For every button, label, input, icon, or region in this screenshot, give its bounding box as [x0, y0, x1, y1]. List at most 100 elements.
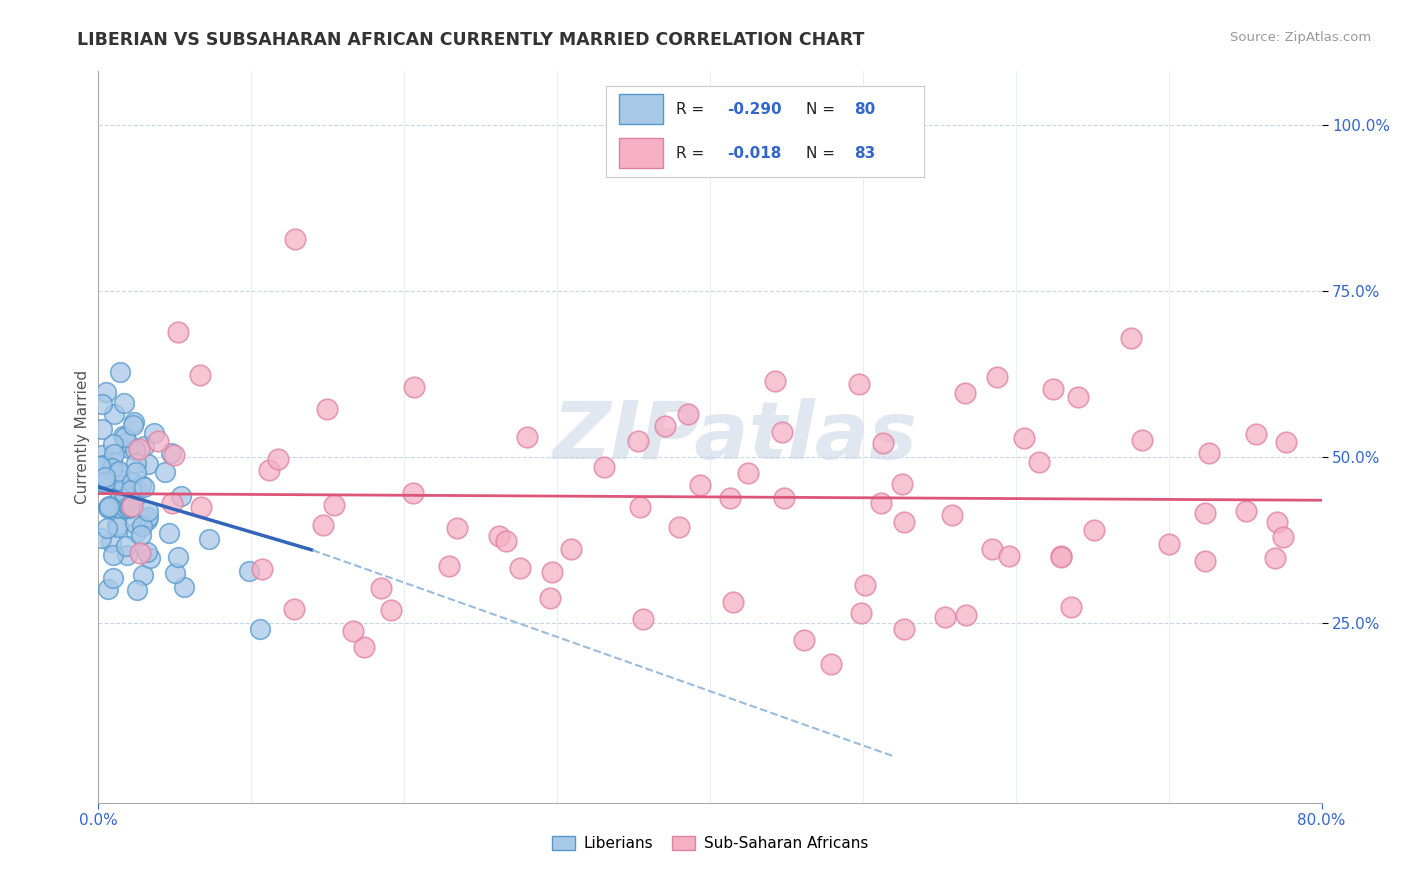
Point: [986, 369, 1008, 384]
Point: [737, 466, 759, 480]
Point: [136, 510, 159, 524]
Point: [108, 467, 131, 481]
Point: [132, 439, 155, 453]
Point: [1028, 455, 1050, 469]
Point: [315, 402, 337, 417]
Point: [107, 517, 129, 532]
Point: [1234, 504, 1257, 518]
Point: [538, 591, 561, 606]
Point: [108, 478, 131, 492]
Point: [870, 496, 893, 510]
Legend: Liberians, Sub-Saharan Africans: Liberians, Sub-Saharan Africans: [546, 830, 875, 857]
Point: [125, 456, 148, 470]
Point: [114, 539, 136, 553]
Point: [190, 500, 212, 514]
Point: [138, 457, 160, 471]
Text: ZIPatlas: ZIPatlas: [553, 398, 917, 476]
Point: [108, 487, 131, 501]
Point: [872, 436, 894, 450]
Point: [163, 448, 186, 462]
Point: [627, 434, 650, 449]
Point: [155, 465, 177, 479]
Point: [112, 429, 135, 443]
Point: [495, 533, 517, 548]
Point: [312, 518, 335, 533]
Point: [893, 622, 915, 636]
Point: [121, 475, 143, 489]
Point: [170, 489, 193, 503]
Point: [97, 582, 120, 596]
Point: [114, 486, 136, 500]
Point: [131, 567, 153, 582]
Point: [128, 442, 150, 456]
Point: [1159, 536, 1181, 550]
Point: [238, 564, 260, 578]
Point: [380, 603, 402, 617]
Point: [142, 425, 165, 440]
Point: [118, 500, 141, 515]
Point: [851, 606, 873, 620]
Point: [108, 366, 131, 380]
Point: [173, 580, 195, 594]
Point: [136, 504, 159, 518]
Point: [114, 430, 136, 444]
Point: [981, 541, 1004, 556]
Point: [131, 477, 153, 491]
Point: [165, 566, 187, 581]
Point: [108, 464, 131, 478]
Point: [125, 583, 148, 598]
Point: [90, 397, 112, 411]
Y-axis label: Currently Married: Currently Married: [75, 370, 90, 504]
Point: [124, 516, 146, 531]
Point: [1119, 331, 1142, 345]
Point: [676, 407, 699, 421]
Point: [322, 499, 344, 513]
Point: [998, 549, 1021, 564]
Point: [1130, 434, 1153, 448]
Point: [103, 548, 125, 562]
Point: [138, 551, 160, 566]
Point: [1244, 426, 1267, 441]
Point: [125, 465, 148, 479]
Point: [1275, 435, 1298, 450]
Point: [94, 475, 117, 489]
Point: [89, 459, 111, 474]
Point: [197, 533, 219, 547]
Point: [953, 386, 976, 401]
Point: [1042, 383, 1064, 397]
Point: [353, 640, 375, 654]
Point: [91, 448, 114, 462]
Point: [103, 408, 125, 422]
Point: [488, 529, 510, 543]
Point: [853, 577, 876, 591]
Point: [167, 549, 190, 564]
Point: [249, 622, 271, 636]
Point: [283, 602, 305, 616]
Point: [793, 633, 815, 648]
Text: LIBERIAN VS SUBSAHARAN AFRICAN CURRENTLY MARRIED CORRELATION CHART: LIBERIAN VS SUBSAHARAN AFRICAN CURRENTLY…: [77, 31, 865, 49]
Point: [668, 520, 690, 534]
Point: [166, 325, 188, 339]
Point: [125, 483, 148, 497]
Point: [101, 437, 124, 451]
Point: [628, 500, 651, 515]
Point: [125, 525, 148, 540]
Point: [91, 475, 114, 490]
Point: [763, 375, 786, 389]
Point: [720, 491, 742, 506]
Point: [941, 508, 963, 522]
Point: [108, 491, 131, 506]
Point: [1049, 549, 1071, 564]
Point: [91, 458, 114, 472]
Point: [891, 477, 914, 491]
Point: [94, 475, 117, 490]
Point: [934, 610, 956, 624]
Point: [1194, 553, 1216, 567]
Point: [159, 446, 181, 460]
Point: [1067, 390, 1090, 404]
Point: [516, 429, 538, 443]
Point: [437, 559, 460, 574]
Point: [129, 527, 152, 541]
Point: [117, 501, 139, 516]
Point: [122, 416, 145, 430]
